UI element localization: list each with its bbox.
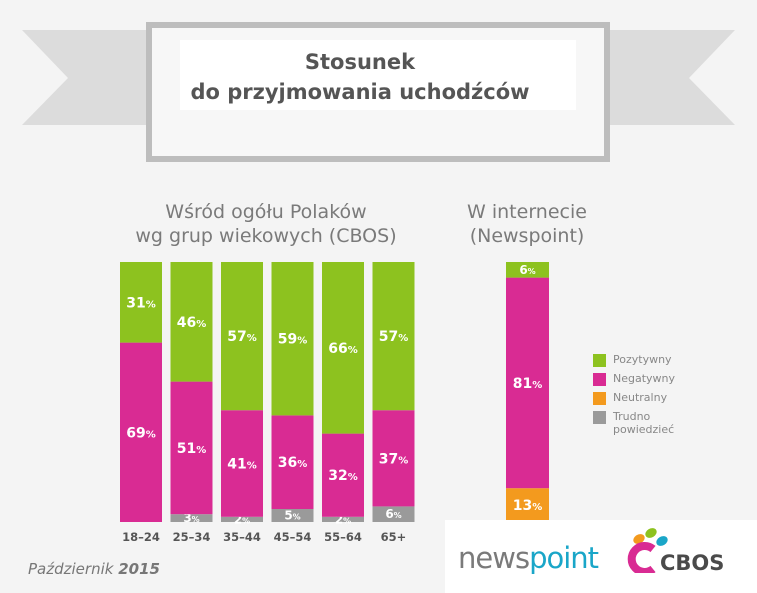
right-chart-subtitle: W internecie (Newspoint)	[432, 200, 622, 248]
age-chart-label-positive-5: 57%	[379, 329, 409, 345]
left-chart-subtitle: Wśród ogółu Polaków wg grup wiekowych (C…	[120, 200, 412, 248]
legend-label-hard-to-say-line-1: Trudno	[613, 410, 651, 423]
age-chart-label-hard-to-say-5: 6%	[385, 507, 401, 521]
age-chart-tick-5: 65+	[381, 530, 407, 544]
internet-chart-bar-positive-0	[506, 262, 549, 278]
legend-swatch-hard-to-say	[593, 411, 606, 424]
age-chart-bar-positive-4	[322, 262, 364, 434]
age-chart-label-positive-0: 31%	[126, 295, 156, 311]
age-chart-label-negative-4: 32%	[328, 468, 358, 484]
age-chart-bar-positive-3	[271, 262, 314, 416]
age-chart-label-negative-1: 51%	[177, 441, 207, 457]
age-chart-bar-positive-5	[372, 262, 415, 411]
age-chart-bar-hard-to-say-5	[372, 506, 415, 522]
publication-month: Październik	[28, 560, 114, 578]
newspoint-logo-part-2: point	[529, 541, 599, 575]
right-subtitle-line-2: (Newspoint)	[469, 225, 585, 247]
age-chart-bar-negative-1	[170, 381, 213, 515]
age-chart-label-negative-5: 37%	[379, 451, 409, 467]
logo-strip	[445, 520, 757, 593]
page-title-line-2: do przyjmowania uchodźców	[190, 80, 530, 104]
age-chart-bar-negative-0	[120, 342, 162, 522]
age-chart-label-positive-3: 59%	[278, 332, 308, 348]
right-subtitle-line-1: W internecie	[467, 201, 587, 223]
internet-chart-label-negative-0: 81%	[513, 376, 543, 392]
age-chart-label-hard-to-say-2: 2%	[234, 512, 250, 526]
age-chart-bar-negative-2	[221, 410, 263, 517]
internet-chart-bar-negative-0	[506, 277, 549, 489]
legend-swatch-neutral	[593, 392, 606, 405]
left-subtitle-line-2: wg grup wiekowych (CBOS)	[135, 225, 397, 247]
age-chart-bar-negative-3	[271, 415, 314, 509]
internet-chart-bar-neutral-0	[506, 488, 549, 522]
publication-date: Październik 2015	[28, 560, 160, 578]
legend-item-positive: Pozytywny	[593, 353, 713, 367]
legend-label-positive: Pozytywny	[613, 353, 672, 366]
age-chart-label-hard-to-say-1: 3%	[183, 511, 199, 525]
age-chart-bar-hard-to-say-3	[271, 509, 314, 522]
age-chart-label-negative-0: 69%	[126, 425, 156, 441]
age-chart-tick-3: 45–54	[274, 530, 312, 544]
publication-year: 2015	[118, 560, 160, 578]
age-chart-label-positive-4: 66%	[328, 341, 358, 357]
newspoint-logo-part-1: news	[458, 541, 530, 575]
internet-chart-label-neutral-0: 13%	[513, 498, 543, 514]
age-chart-tick-1: 25–34	[173, 530, 211, 544]
age-chart-tick-0: 18–24	[122, 530, 160, 544]
age-chart-bar-positive-0	[120, 262, 162, 343]
legend-item-negative: Negatywny	[593, 372, 713, 386]
age-chart-bar-hard-to-say-4	[322, 516, 364, 522]
age-chart-label-negative-2: 41%	[227, 457, 257, 473]
legend-swatch-negative	[593, 373, 606, 386]
age-chart-bar-positive-2	[221, 262, 263, 411]
legend-label-neutral: Neutralny	[613, 391, 668, 404]
age-chart-bar-negative-5	[372, 410, 415, 507]
age-chart-bar-hard-to-say-2	[221, 516, 263, 522]
newspoint-logo: newspoint	[458, 541, 599, 575]
legend-item-neutral: Neutralny	[593, 391, 713, 405]
legend-label-negative: Negatywny	[613, 372, 676, 385]
age-chart-label-positive-2: 57%	[227, 329, 257, 345]
age-chart-label-negative-3: 36%	[278, 455, 308, 471]
age-chart-tick-4: 55–64	[324, 530, 362, 544]
left-subtitle-line-1: Wśród ogółu Polaków	[165, 201, 367, 223]
page-title-line-1: Stosunek	[304, 50, 416, 74]
age-chart-label-positive-1: 46%	[177, 315, 207, 331]
legend-swatch-positive	[593, 354, 606, 367]
age-chart-bar-hard-to-say-1	[170, 514, 213, 522]
legend-item-hard-to-say: Trudno powiedzieć	[593, 410, 713, 436]
age-chart-label-hard-to-say-3: 5%	[284, 509, 300, 523]
cbos-logo-icon	[627, 528, 668, 573]
age-chart-label-hard-to-say-4: 2%	[335, 512, 351, 526]
age-chart-bar-positive-1	[170, 262, 213, 382]
internet-chart-label-positive-0: 6%	[519, 263, 535, 277]
chart-legend: Pozytywny Negatywny Neutralny Trudno pow…	[593, 353, 713, 442]
legend-label-hard-to-say-line-2: powiedzieć	[613, 423, 675, 436]
cbos-logo-text: CBOS	[660, 551, 725, 575]
title-ribbon-banner	[22, 22, 735, 162]
age-chart-bar-negative-4	[322, 433, 364, 517]
age-chart-tick-2: 35–44	[223, 530, 261, 544]
